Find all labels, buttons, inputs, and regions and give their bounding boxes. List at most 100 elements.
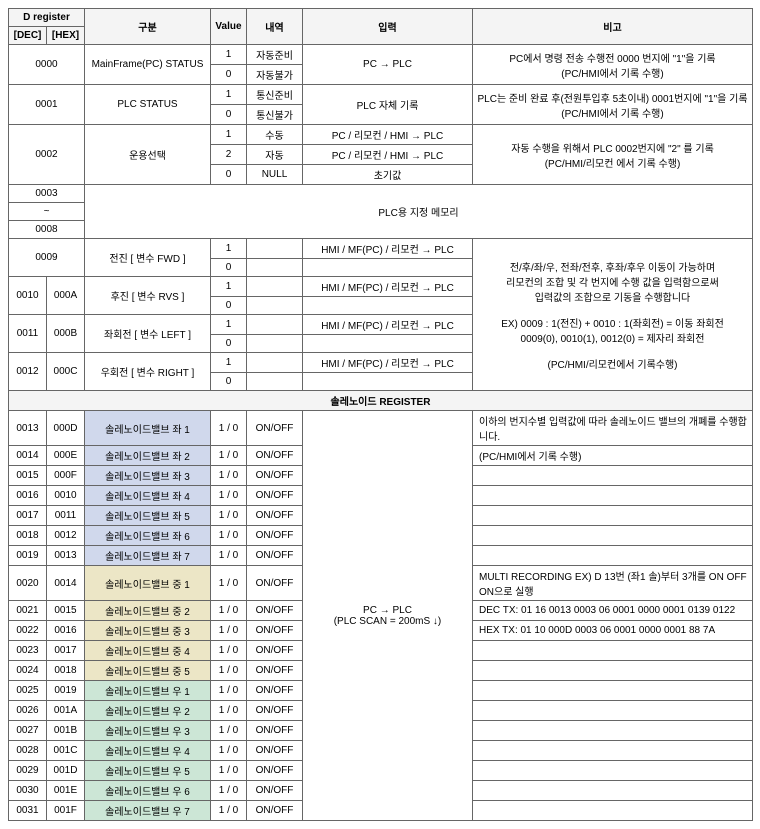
- sol-val: 1 / 0: [211, 546, 247, 566]
- cell-0001-input: PLC 자체 기록: [303, 85, 473, 125]
- cell-0001-n1: 통신준비: [247, 85, 303, 105]
- cell-0012-hex: 000C: [47, 353, 85, 391]
- cell-0002-v2: 2: [211, 145, 247, 165]
- sol-onoff: ON/OFF: [247, 411, 303, 446]
- cell-tilde: ~: [9, 203, 85, 221]
- cell-0009-addr: 0009: [9, 239, 85, 277]
- sol-hex: 0014: [47, 566, 85, 601]
- sol-hex: 000F: [47, 466, 85, 486]
- cell-0002-i2: PC / 리모컨 / HMI → PLC: [303, 145, 473, 165]
- sol-onoff: ON/OFF: [247, 506, 303, 526]
- sol-val: 1 / 0: [211, 721, 247, 741]
- cell-0010-i1: HMI / MF(PC) / 리모컨 → PLC: [303, 277, 473, 297]
- cell-0002-addr: 0002: [9, 125, 85, 185]
- hdr-input: 입력: [303, 9, 473, 45]
- cell-0003-addr: 0003: [9, 185, 85, 203]
- cell-0002-bigo: 자동 수행을 위해서 PLC 0002번지에 "2" 를 기록 (PC/HMI/…: [473, 125, 753, 185]
- sol-onoff: ON/OFF: [247, 741, 303, 761]
- sol-bigo: [473, 526, 753, 546]
- sol-bigo: [473, 641, 753, 661]
- sol-bigo: [473, 661, 753, 681]
- sol-val: 1 / 0: [211, 641, 247, 661]
- sol-dec: 0030: [9, 781, 47, 801]
- sol-onoff: ON/OFF: [247, 466, 303, 486]
- hdr-bigo: 비고: [473, 9, 753, 45]
- cell-0011-hex: 000B: [47, 315, 85, 353]
- sol-val: 1 / 0: [211, 526, 247, 546]
- cell-0009-v1: 1: [211, 239, 247, 259]
- cell-0001-bigo: PLC는 준비 완료 후(전원투입후 5초이내) 0001번지에 "1"을 기록…: [473, 85, 753, 125]
- sol-onoff: ON/OFF: [247, 661, 303, 681]
- sol-val: 1 / 0: [211, 781, 247, 801]
- sol-val: 1 / 0: [211, 621, 247, 641]
- sol-bigo: [473, 801, 753, 821]
- cell-0000-n1: 자동준비: [247, 45, 303, 65]
- sol-section-header: 솔레노이드 REGISTER: [9, 391, 753, 411]
- sol-dec: 0028: [9, 741, 47, 761]
- sol-name: 솔레노이드밸브 좌 4: [85, 486, 211, 506]
- sol-name: 솔레노이드밸브 좌 1: [85, 411, 211, 446]
- cell-0000-input: PC → PLC: [303, 45, 473, 85]
- sol-hex: 001F: [47, 801, 85, 821]
- cell-0012-i1: HMI / MF(PC) / 리모컨 → PLC: [303, 353, 473, 373]
- register-table: D register 구분 Value 내역 입력 비고 [DEC] [HEX]…: [8, 8, 753, 821]
- sol-bigo: HEX TX: 01 10 000D 0003 06 0001 0000 000…: [473, 621, 753, 641]
- cell-0012-v0: 0: [211, 373, 247, 391]
- sol-bigo: [473, 466, 753, 486]
- sol-hex: 0013: [47, 546, 85, 566]
- sol-val: 1 / 0: [211, 601, 247, 621]
- sol-hex: 001A: [47, 701, 85, 721]
- sol-name: 솔레노이드밸브 우 1: [85, 681, 211, 701]
- cell-0000-gubun: MainFrame(PC) STATUS: [85, 45, 211, 85]
- sol-dec: 0017: [9, 506, 47, 526]
- sol-name: 솔레노이드밸브 우 6: [85, 781, 211, 801]
- sol-name: 솔레노이드밸브 좌 5: [85, 506, 211, 526]
- sol-val: 1 / 0: [211, 506, 247, 526]
- sol-onoff: ON/OFF: [247, 446, 303, 466]
- hdr-dec: [DEC]: [9, 27, 47, 45]
- sol-hex: 001C: [47, 741, 85, 761]
- sol-hex: 0019: [47, 681, 85, 701]
- sol-val: 1 / 0: [211, 701, 247, 721]
- sol-val: 1 / 0: [211, 466, 247, 486]
- cell-0001-n0: 통신불가: [247, 105, 303, 125]
- cell-0010-v0: 0: [211, 297, 247, 315]
- cell-0010-dec: 0010: [9, 277, 47, 315]
- sol-hex: 000D: [47, 411, 85, 446]
- sol-bigo: (PC/HMI에서 기록 수행): [473, 446, 753, 466]
- sol-name: 솔레노이드밸브 중 5: [85, 661, 211, 681]
- cell-0011-i1: HMI / MF(PC) / 리모컨 → PLC: [303, 315, 473, 335]
- sol-bigo: [473, 546, 753, 566]
- sol-bigo: [473, 781, 753, 801]
- sol-name: 솔레노이드밸브 좌 2: [85, 446, 211, 466]
- sol-name: 솔레노이드밸브 좌 6: [85, 526, 211, 546]
- hdr-value: Value: [211, 9, 247, 45]
- sol-name: 솔레노이드밸브 좌 3: [85, 466, 211, 486]
- sol-name: 솔레노이드밸브 중 3: [85, 621, 211, 641]
- cell-0000-addr: 0000: [9, 45, 85, 85]
- sol-hex: 0018: [47, 661, 85, 681]
- header-row-1: D register 구분 Value 내역 입력 비고: [9, 9, 753, 27]
- sol-val: 1 / 0: [211, 661, 247, 681]
- cell-0012-gubun: 우회전 [ 변수 RIGHT ]: [85, 353, 211, 391]
- sol-onoff: ON/OFF: [247, 761, 303, 781]
- cell-0000-n0: 자동불가: [247, 65, 303, 85]
- cell-mem-label: PLC용 지정 메모리: [85, 185, 753, 239]
- sol-hex: 0012: [47, 526, 85, 546]
- cell-0009-gubun: 전진 [ 변수 FWD ]: [85, 239, 211, 277]
- sol-bigo: [473, 741, 753, 761]
- sol-bigo: 이하의 번지수별 입력값에 따라 솔레노이드 밸브의 개폐를 수행합니다.: [473, 411, 753, 446]
- sol-name: 솔레노이드밸브 우 4: [85, 741, 211, 761]
- cell-0001-v0: 0: [211, 105, 247, 125]
- cell-0011-v1: 1: [211, 315, 247, 335]
- hdr-gubun: 구분: [85, 9, 211, 45]
- cell-0010-hex: 000A: [47, 277, 85, 315]
- sol-val: 1 / 0: [211, 566, 247, 601]
- sol-val: 1 / 0: [211, 446, 247, 466]
- sol-hex: 001E: [47, 781, 85, 801]
- sol-onoff: ON/OFF: [247, 721, 303, 741]
- sol-dec: 0016: [9, 486, 47, 506]
- cell-0002-n2: 자동: [247, 145, 303, 165]
- sol-bigo: [473, 721, 753, 741]
- sol-onoff: ON/OFF: [247, 621, 303, 641]
